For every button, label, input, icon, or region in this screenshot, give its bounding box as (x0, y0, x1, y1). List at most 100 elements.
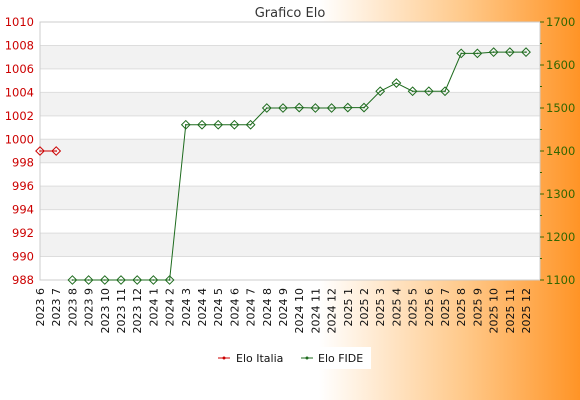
x-tick-label: 2025 10 (488, 288, 501, 334)
right-y-tick-label: 1100 (546, 273, 575, 287)
data-point-center-elo-fide (201, 123, 203, 126)
data-point-elo-fide (359, 102, 369, 113)
x-tick-label: 2025 5 (407, 288, 420, 327)
left-y-tick-label: 990 (12, 250, 34, 264)
left-y-tick-label: 1002 (5, 109, 34, 123)
data-point-center-elo-fide (411, 90, 414, 93)
legend: Elo Italia Elo FIDE (210, 347, 371, 369)
x-tick-label: 2024 5 (212, 288, 225, 327)
x-tick-label: 2025 12 (520, 288, 533, 334)
data-point-elo-fide (83, 275, 94, 285)
series-elo-fide (67, 47, 531, 285)
data-point-elo-fide (521, 47, 531, 58)
x-tick-label: 2023 11 (115, 288, 128, 334)
x-tick-label: 2025 1 (342, 288, 355, 327)
x-axis: 2023 6 2023 7 2023 8 2023 9 2023 10 2023 11 20… (34, 288, 533, 334)
data-point-center-elo-fide (525, 51, 527, 53)
plot-area (40, 22, 540, 280)
left-y-tick-label: 988 (12, 273, 34, 287)
series-elo-italia (35, 146, 62, 156)
left-y-tick-label: 998 (12, 156, 34, 170)
data-point-center-elo-fide (395, 82, 398, 84)
x-tick-label: 2023 12 (131, 288, 144, 334)
right-y-axis: 1100 1200 1300 1400 1500 1600 1700 (540, 15, 575, 287)
data-point-elo-fide (261, 103, 272, 113)
data-point-center-elo-fide (363, 106, 365, 109)
plot-band (40, 139, 540, 163)
data-point-center-elo-fide (509, 51, 511, 53)
data-point-center-elo-fide (249, 123, 252, 126)
data-point-elo-fide (67, 275, 78, 285)
right-y-tick-label: 1200 (546, 230, 575, 244)
data-point-center-elo-fide (120, 279, 122, 281)
data-point-elo-fide (440, 86, 450, 97)
data-point-center-elo-fide (492, 51, 495, 53)
plot-band (40, 233, 540, 257)
x-tick-label: 2024 2 (164, 288, 177, 327)
legend-marker-elo-fide (305, 356, 309, 360)
data-point-center-elo-fide (217, 123, 219, 126)
legend-label-elo-italia: Elo Italia (236, 352, 283, 365)
plot-band (40, 92, 540, 116)
data-point-elo-fide (148, 275, 159, 285)
x-tick-label: 2024 8 (261, 288, 274, 327)
data-point-elo-fide (391, 78, 402, 88)
x-tick-label: 2023 6 (34, 288, 47, 327)
data-point-center-elo-italia (39, 150, 41, 152)
left-y-tick-label: 1004 (5, 85, 34, 99)
data-point-elo-fide (407, 86, 418, 97)
data-point-elo-fide (326, 103, 337, 113)
right-y-tick-label: 1600 (546, 58, 575, 72)
x-tick-label: 2024 4 (196, 288, 209, 327)
x-tick-label: 2023 9 (83, 288, 96, 327)
data-point-center-elo-fide (347, 106, 349, 109)
data-point-center-elo-fide (460, 52, 463, 55)
data-point-elo-fide (245, 119, 256, 130)
plot-band (40, 186, 540, 210)
x-tick-label: 2024 10 (293, 288, 306, 334)
data-point-elo-fide (99, 275, 110, 285)
left-y-tick-label: 996 (12, 179, 34, 193)
data-point-elo-fide (164, 275, 175, 285)
x-tick-label: 2023 7 (50, 288, 63, 327)
data-point-center-elo-fide (428, 90, 430, 93)
left-y-axis: 988 990 992 994 996 998 1000 1002 1004 1006 1008 10… (5, 15, 34, 287)
x-tick-label: 2024 6 (228, 288, 241, 327)
left-y-tick-label: 1006 (5, 62, 34, 76)
data-point-center-elo-fide (314, 107, 317, 109)
data-point-elo-fide (310, 103, 321, 113)
legend-label-elo-fide: Elo FIDE (318, 352, 363, 365)
data-point-elo-fide (423, 86, 434, 97)
x-tick-label: 2025 2 (358, 288, 371, 327)
right-y-tick-label: 1700 (546, 15, 575, 29)
left-y-tick-label: 994 (12, 203, 34, 217)
x-tick-label: 2025 3 (374, 288, 387, 327)
x-tick-label: 2025 8 (455, 288, 468, 327)
data-point-elo-fide (197, 119, 207, 130)
data-point-elo-fide (116, 275, 126, 285)
data-point-elo-fide (294, 102, 305, 113)
x-tick-label: 2025 11 (504, 288, 517, 334)
right-y-tick-label: 1500 (546, 101, 575, 115)
data-point-elo-fide (180, 119, 191, 130)
x-tick-label: 2024 7 (245, 288, 258, 327)
x-tick-label: 2025 6 (423, 288, 436, 327)
data-point-elo-fide (229, 119, 240, 130)
data-point-center-elo-italia (55, 150, 57, 152)
data-point-elo-fide (342, 102, 353, 113)
data-point-center-elo-fide (168, 279, 171, 281)
data-point-elo-fide (278, 103, 288, 113)
chart-title: Grafico Elo (255, 6, 326, 21)
x-tick-label: 2024 12 (326, 288, 339, 334)
data-point-center-elo-fide (330, 107, 333, 109)
data-point-center-elo-fide (266, 107, 268, 109)
x-tick-label: 2024 9 (277, 288, 290, 327)
series-layer (35, 47, 531, 285)
data-point-elo-fide (504, 47, 515, 58)
x-tick-label: 2025 7 (439, 288, 452, 327)
data-point-elo-fide (213, 119, 224, 130)
plot-band (40, 45, 540, 69)
data-point-center-elo-fide (233, 123, 236, 126)
